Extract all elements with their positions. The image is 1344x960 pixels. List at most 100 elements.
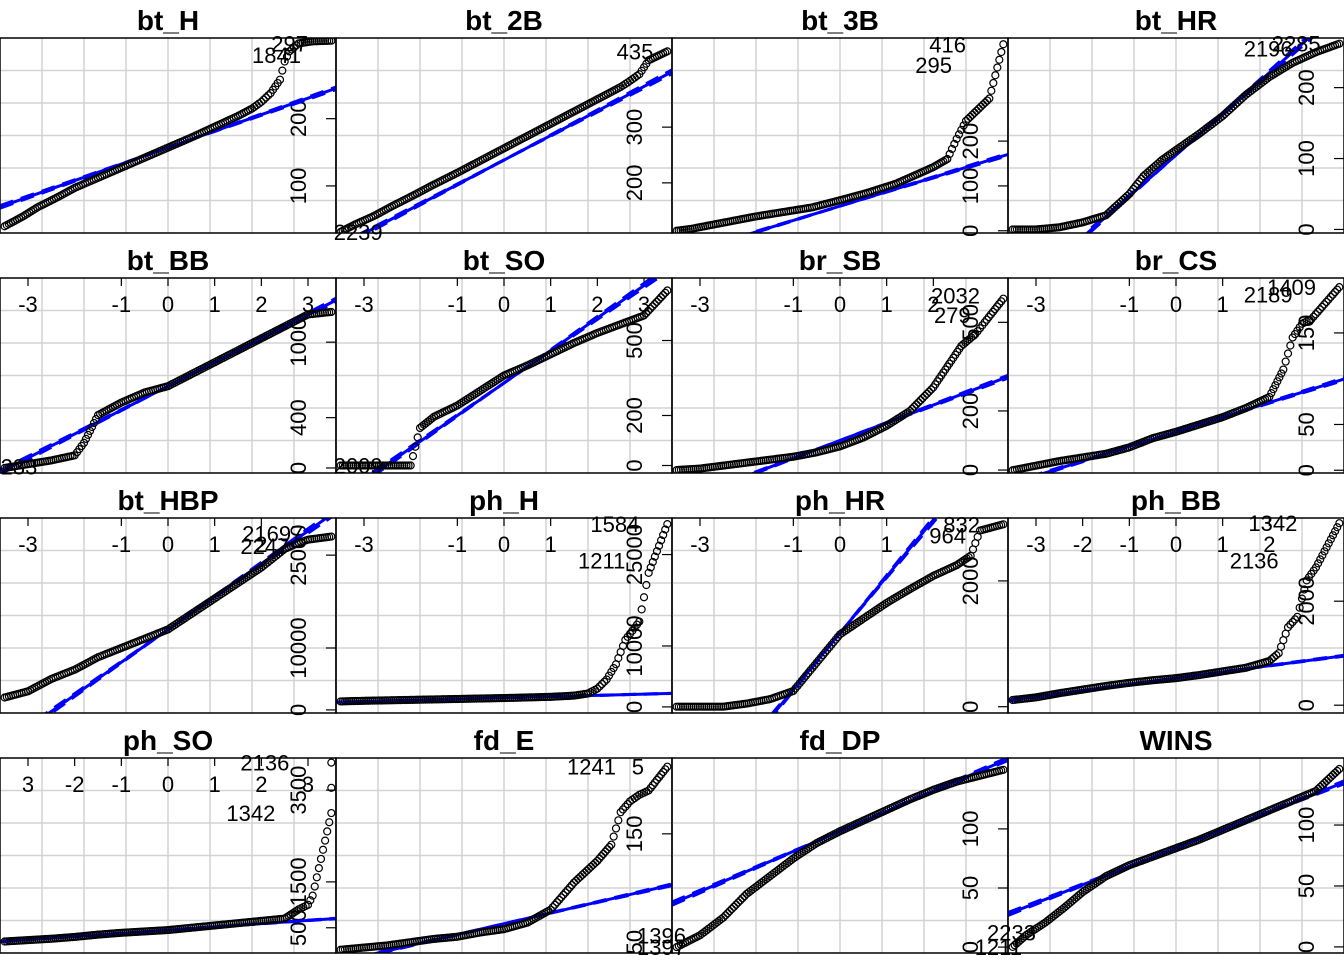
data-point [943,154,952,164]
data-point [974,104,983,113]
data-point [1032,923,1042,933]
x-tick-label: 2 [927,292,939,317]
data-point [221,587,230,596]
data-point [654,773,664,782]
data-point [597,852,606,861]
data-point [310,882,319,891]
qq-points [1008,519,1344,705]
data-point [497,372,506,381]
data-point [1267,388,1276,398]
data-point [557,893,566,902]
confidence-band-upper [773,518,935,713]
outlier-label: 964 [929,524,966,549]
data-point [197,602,207,612]
data-point [210,594,219,603]
data-point [791,852,800,862]
data-point [663,286,672,295]
confidence-band-lower [1036,378,1344,473]
data-point [1318,551,1327,560]
x-tick-label: -1 [784,292,804,317]
data-point [208,595,217,604]
qq-points [336,762,672,953]
data-point [1297,594,1307,603]
data-point [829,637,838,647]
data-point [806,843,815,852]
data-point [325,38,334,45]
data-point [1131,182,1140,191]
data-point [312,38,321,46]
data-point [621,802,630,811]
data-point [799,847,809,856]
y-tick-label: 25000 [622,524,647,585]
data-point [997,297,1006,306]
data-point [195,604,204,613]
data-point [1286,341,1295,350]
data-point [216,590,226,599]
outlier-label: 21697 [242,521,303,546]
outlier-label: 2136 [1230,549,1279,574]
qq-reference-lines [770,518,940,713]
outlier-label: 1211 [578,549,625,574]
x-tick-label: -2 [65,772,85,797]
data-point [661,288,670,297]
data-point [204,598,213,607]
data-point [1125,189,1134,199]
data-point [316,854,326,864]
data-point [818,650,828,660]
data-point [212,592,221,602]
data-point [79,438,89,447]
data-point [605,842,614,852]
data-point [1284,61,1293,70]
outlier-label: 297 [271,31,308,56]
qq-reference-lines [358,68,672,233]
data-point [550,900,560,909]
panel-title: fd_E [474,725,535,756]
data-point [163,625,173,634]
data-point [223,585,232,595]
data-point [546,905,555,914]
data-point [1288,617,1297,627]
x-tick-label: -1 [1120,292,1140,317]
qq-points [1008,39,1344,233]
data-point [731,900,741,909]
data-point [635,617,644,626]
data-point [261,93,271,102]
outlier-label: 2032 [931,284,980,309]
data-point [978,100,988,109]
data-point [661,765,670,774]
data-point [1324,539,1333,548]
y-tick-label: 200 [1294,69,1319,106]
data-point [182,612,192,621]
data-point [984,312,993,322]
data-point [572,876,581,885]
data-point [1282,62,1291,71]
y-tick-label: 25000 [286,525,311,586]
data-point [191,607,200,616]
data-point [945,149,954,159]
data-point [607,840,616,849]
data-point [1333,523,1342,532]
data-point [495,374,504,383]
data-point [961,116,971,126]
data-point [457,398,466,407]
data-point [993,63,1002,72]
data-point [1335,764,1344,774]
data-point [327,808,336,818]
data-point [174,618,183,627]
y-tick-label: 0 [958,225,983,237]
data-point [1269,385,1278,394]
data-point [214,591,224,600]
data-point [659,530,668,540]
x-tick-label: 2 [255,292,267,317]
y-tick-label: 0 [622,701,647,713]
data-point [185,611,194,620]
qq-points [0,307,336,473]
outlier-label: 295 [915,53,952,78]
data-point [1320,547,1329,556]
y-tick-label: 100 [958,811,983,848]
data-point [905,406,915,416]
data-point [413,433,422,442]
data-point [644,306,653,316]
confidence-band-lower [369,278,661,473]
x-tick-label: -3 [18,532,38,557]
